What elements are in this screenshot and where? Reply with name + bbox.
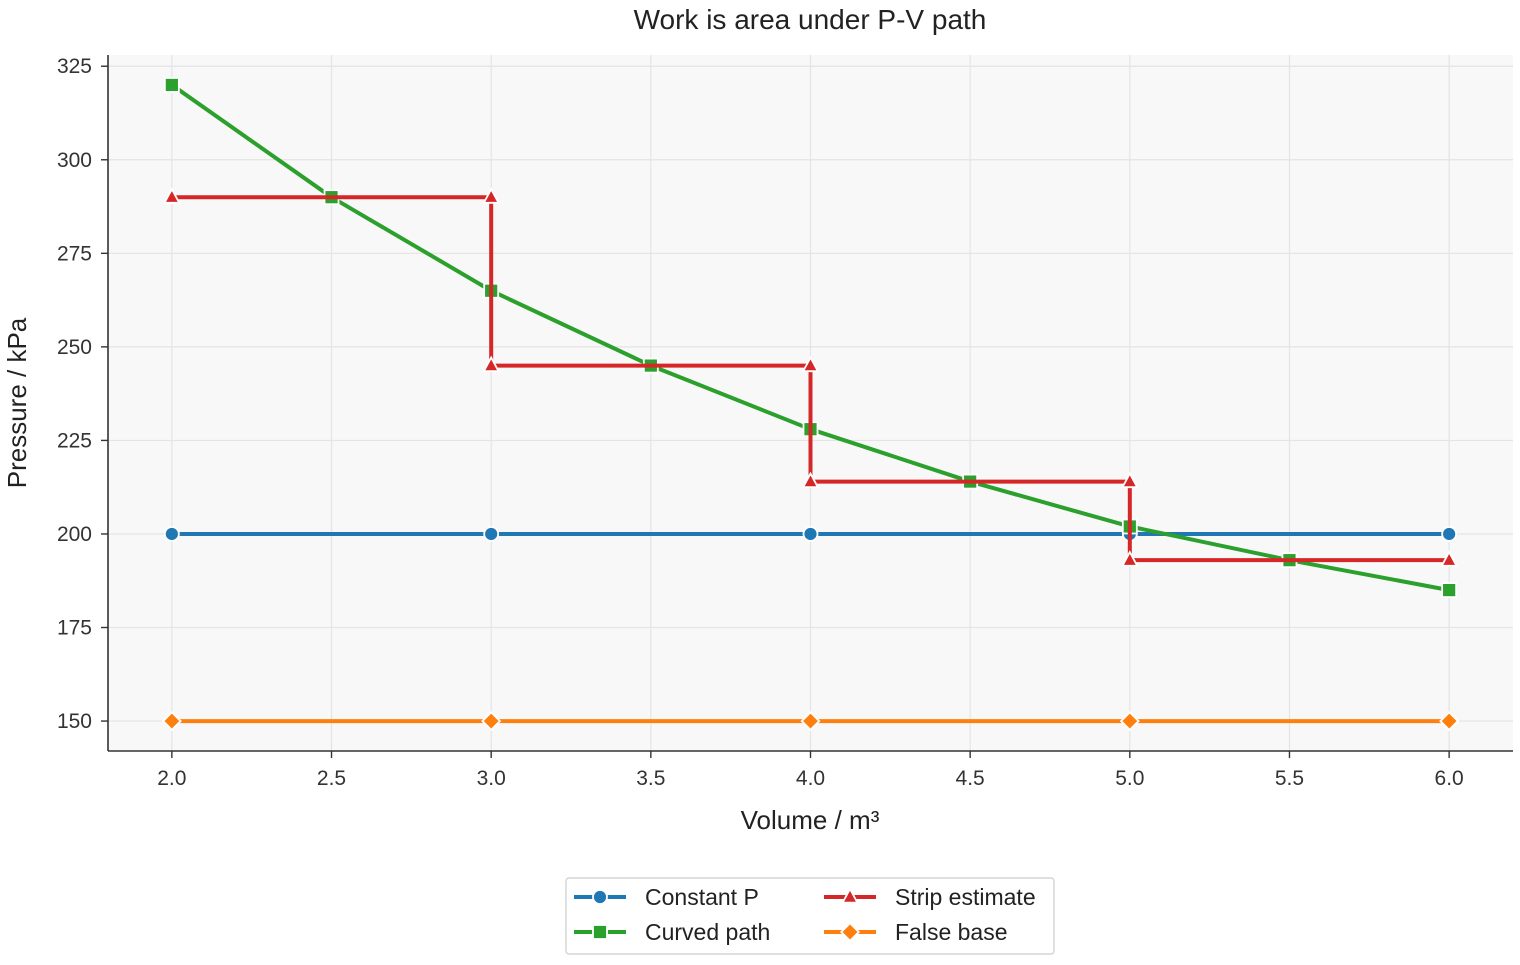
x-tick-label: 2.5 bbox=[317, 767, 346, 790]
data-point bbox=[482, 187, 501, 204]
data-point bbox=[801, 471, 820, 489]
legend: Constant P Curved path Strip estimate False… bbox=[565, 877, 1055, 955]
data-point bbox=[1441, 526, 1458, 542]
legend-item: Curved path bbox=[574, 919, 770, 945]
data-point bbox=[802, 526, 819, 542]
legend-marker bbox=[839, 921, 861, 943]
y-tick-label: 275 bbox=[57, 242, 92, 265]
data-point bbox=[1439, 711, 1460, 732]
legend-label: Constant P bbox=[645, 884, 759, 910]
y-tick-label: 300 bbox=[57, 149, 92, 172]
x-tick-label: 5.5 bbox=[1275, 767, 1304, 790]
data-point bbox=[481, 711, 502, 732]
x-tick-label: 6.0 bbox=[1435, 767, 1464, 790]
data-point bbox=[1119, 711, 1140, 732]
data-point bbox=[482, 355, 501, 373]
y-tick-label: 150 bbox=[57, 710, 92, 733]
legend-label: Strip estimate bbox=[895, 884, 1036, 910]
x-tick-label: 3.5 bbox=[636, 767, 665, 790]
legend-marker bbox=[592, 889, 608, 905]
y-tick-label: 225 bbox=[57, 429, 92, 452]
tick-labels: 2.0 2.5 3.0 3.5 4.0 4.5 5.0 5.5 6.0 150 175 200 225 2… bbox=[57, 55, 1464, 790]
series-line bbox=[171, 195, 1450, 563]
data-point bbox=[800, 711, 821, 732]
data-point bbox=[161, 711, 182, 732]
legend-marker bbox=[592, 924, 608, 940]
data-point bbox=[1441, 582, 1458, 598]
x-axis-title: Volume / m³ bbox=[741, 805, 880, 835]
legend-label: Curved path bbox=[645, 919, 770, 945]
series-layer bbox=[161, 77, 1460, 732]
y-tick-label: 325 bbox=[57, 55, 92, 78]
data-point bbox=[1120, 550, 1139, 567]
y-axis-title: Pressure / kPa bbox=[2, 317, 32, 488]
y-tick-label: 175 bbox=[57, 617, 92, 640]
data-point bbox=[801, 355, 820, 373]
data-point bbox=[483, 526, 500, 542]
chart-title: Work is area under P-V path bbox=[634, 4, 987, 35]
data-point bbox=[1120, 471, 1139, 489]
data-point bbox=[163, 187, 181, 204]
x-tick-label: 3.0 bbox=[477, 767, 506, 790]
legend-item: Constant P bbox=[574, 884, 759, 910]
y-tick-label: 250 bbox=[57, 336, 92, 359]
legend-item: Strip estimate bbox=[824, 884, 1036, 910]
series-false-base bbox=[161, 711, 1460, 732]
data-point bbox=[163, 77, 180, 93]
x-tick-label: 4.0 bbox=[796, 767, 825, 790]
legend-label: False base bbox=[895, 919, 1008, 945]
series-strip-estimate bbox=[163, 187, 1458, 567]
x-tick-label: 4.5 bbox=[956, 767, 985, 790]
legend-item: False base bbox=[824, 919, 1008, 945]
data-point bbox=[163, 526, 180, 542]
y-tick-label: 200 bbox=[57, 523, 92, 546]
legend-marker bbox=[841, 887, 859, 904]
x-tick-label: 5.0 bbox=[1115, 767, 1144, 790]
legend-box bbox=[565, 877, 1055, 955]
data-point bbox=[1440, 550, 1458, 567]
x-tick-label: 2.0 bbox=[157, 767, 186, 790]
